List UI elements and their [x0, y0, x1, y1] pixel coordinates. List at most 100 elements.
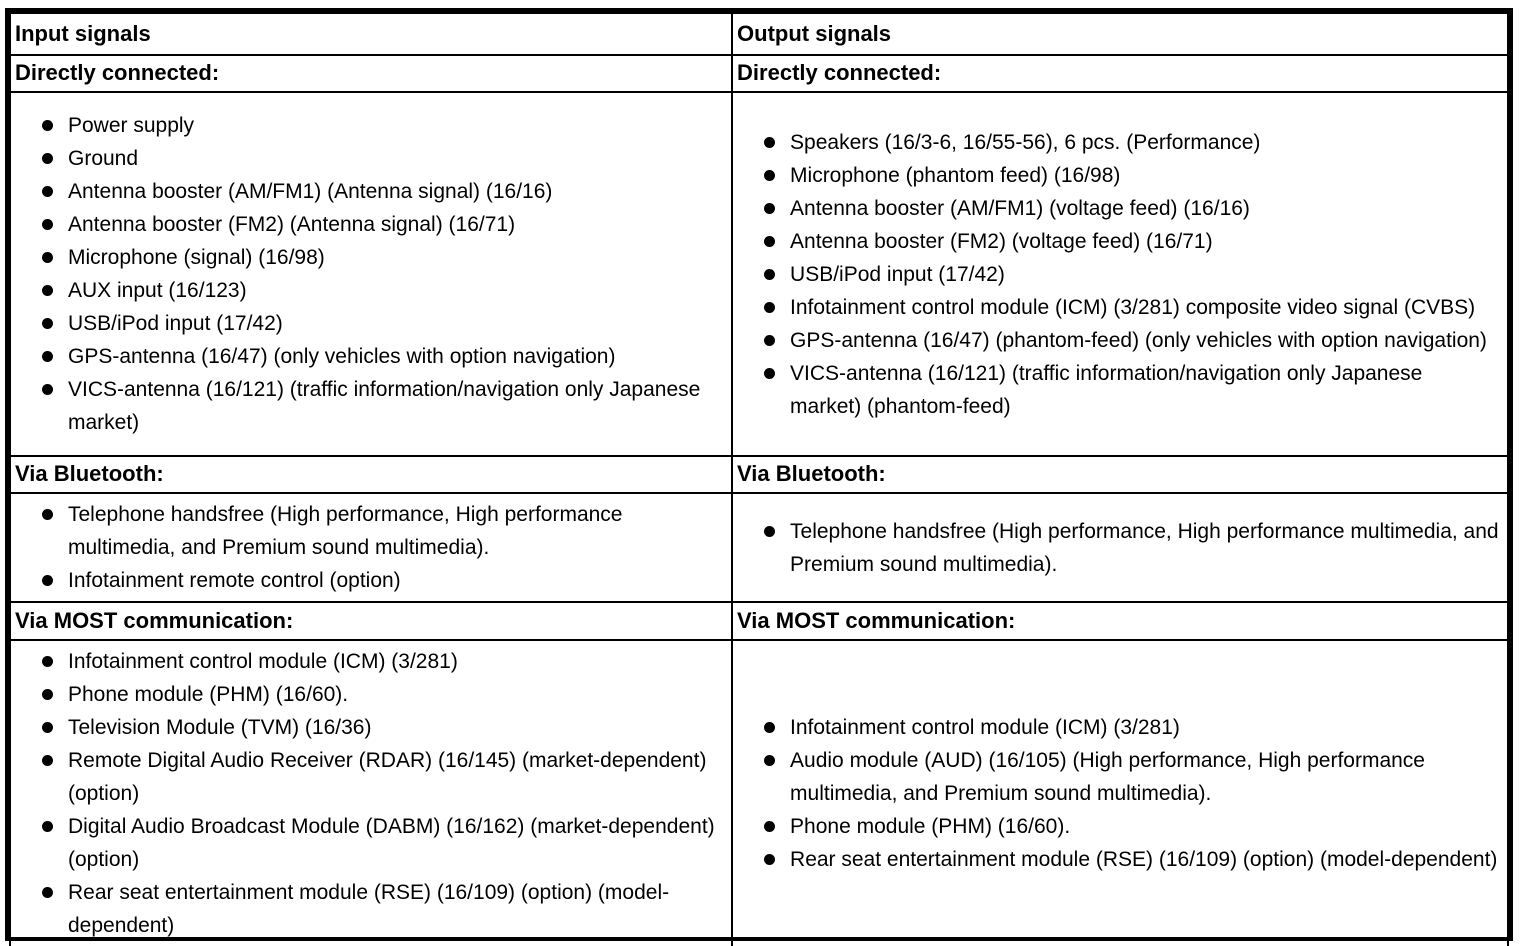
- list-item: Infotainment remote control (option): [12, 564, 723, 597]
- bullet-icon: [764, 291, 790, 324]
- list-item: Rear seat entertainment module (RSE) (16…: [734, 843, 1499, 876]
- output-directly-connected-cell: Speakers (16/3-6, 16/55-56), 6 pcs. (Per…: [731, 91, 1509, 457]
- list-item: Antenna booster (FM2) (Antenna signal) (…: [12, 208, 723, 241]
- bullet-icon: [764, 192, 790, 225]
- output-bluetooth-cell: Telephone handsfree (High performance, H…: [731, 492, 1509, 603]
- bullet-icon: [764, 810, 790, 843]
- list-item-text: Microphone (phantom feed) (16/98): [790, 163, 1121, 187]
- list-item: AUX input (16/123): [12, 274, 723, 307]
- bullet-icon: [42, 744, 68, 777]
- directly-connected-items-row: Power supply Ground Antenna booster (AM/FM…: [8, 91, 1509, 457]
- list-item: VICS-antenna (16/121) (traffic informati…: [12, 373, 723, 439]
- input-most-list: Infotainment control module (ICM) (3/281…: [12, 645, 723, 942]
- list-item-text: Antenna booster (AM/FM1) (Antenna signal…: [68, 180, 553, 203]
- bullet-icon: [764, 711, 790, 744]
- input-directly-connected-cell: Power supply Ground Antenna booster (AM/FM…: [8, 91, 734, 457]
- bullet-icon: [764, 225, 790, 258]
- list-item-text: Audio module (AUD) (16/105) (High perfor…: [790, 749, 1425, 805]
- list-item: Phone module (PHM) (16/60).: [12, 678, 723, 711]
- input-bluetooth-cell: Telephone handsfree (High performance, H…: [8, 492, 734, 603]
- bullet-icon: [764, 357, 790, 390]
- list-item: Remote Digital Audio Receiver (RDAR) (16…: [12, 744, 723, 810]
- list-item: Power supply: [12, 109, 723, 142]
- list-item-text: Rear seat entertainment module (RSE) (16…: [790, 848, 1498, 871]
- bullet-icon: [764, 159, 790, 192]
- list-item: GPS-antenna (16/47) (phantom-feed) (only…: [734, 324, 1499, 357]
- list-item: Antenna booster (FM2) (voltage feed) (16…: [734, 225, 1499, 258]
- bullet-icon: [42, 175, 68, 208]
- list-item-text: Antenna booster (FM2) (voltage feed) (16…: [790, 229, 1213, 253]
- input-bluetooth-label: Via Bluetooth:: [8, 455, 734, 494]
- list-item-text: Digital Audio Broadcast Module (DABM) (1…: [68, 815, 715, 871]
- list-item-text: AUX input (16/123): [68, 279, 247, 302]
- output-most-list: Infotainment control module (ICM) (3/281…: [734, 711, 1499, 876]
- bullet-icon: [42, 498, 68, 531]
- output-bluetooth-list: Telephone handsfree (High performance, H…: [734, 515, 1499, 581]
- list-item: Antenna booster (AM/FM1) (Antenna signal…: [12, 175, 723, 208]
- header-row: Input signals Output signals: [8, 12, 1509, 56]
- list-item: Infotainment control module (ICM) (3/281…: [12, 645, 723, 678]
- list-item-text: Microphone (signal) (16/98): [68, 246, 325, 269]
- bullet-icon: [764, 515, 790, 548]
- bullet-icon: [42, 810, 68, 843]
- bullet-icon: [42, 373, 68, 406]
- list-item: Digital Audio Broadcast Module (DABM) (1…: [12, 810, 723, 876]
- list-item: VICS-antenna (16/121) (traffic informati…: [734, 357, 1499, 423]
- input-most-label: Via MOST communication:: [8, 601, 734, 641]
- list-item-text: Television Module (TVM) (16/36): [68, 716, 372, 739]
- bullet-icon: [42, 711, 68, 744]
- list-item-text: Power supply: [68, 114, 195, 137]
- bullet-icon: [764, 126, 790, 159]
- bullet-icon: [42, 208, 68, 241]
- list-item-text: GPS-antenna (16/47) (only vehicles with …: [68, 345, 616, 368]
- list-item-text: USB/iPod input (17/42): [68, 312, 283, 335]
- list-item: Television Module (TVM) (16/36): [12, 711, 723, 744]
- bullet-icon: [42, 307, 68, 340]
- output-most-label: Via MOST communication:: [731, 601, 1509, 641]
- list-item-text: USB/iPod input (17/42): [790, 262, 1005, 286]
- list-item-text: Phone module (PHM) (16/60).: [68, 683, 349, 706]
- list-item: Microphone (phantom feed) (16/98): [734, 159, 1499, 192]
- list-item: USB/iPod input (17/42): [734, 258, 1499, 291]
- list-item: Infotainment control module (ICM) (3/281…: [734, 711, 1499, 744]
- list-item: GPS-antenna (16/47) (only vehicles with …: [12, 340, 723, 373]
- output-bluetooth-label: Via Bluetooth:: [731, 455, 1509, 494]
- list-item-text: VICS-antenna (16/121) (traffic informati…: [68, 378, 701, 434]
- bullet-icon: [42, 678, 68, 711]
- list-item-text: GPS-antenna (16/47) (phantom-feed) (only…: [790, 328, 1487, 352]
- list-item-text: Infotainment control module (ICM) (3/281…: [790, 716, 1180, 739]
- bullet-icon: [42, 241, 68, 274]
- list-item: USB/iPod input (17/42): [12, 307, 723, 340]
- most-items-row: Infotainment control module (ICM) (3/281…: [8, 639, 1509, 946]
- list-item: Speakers (16/3-6, 16/55-56), 6 pcs. (Per…: [734, 126, 1499, 159]
- list-item-text: Telephone handsfree (High performance, H…: [68, 503, 623, 559]
- most-label-row: Via MOST communication: Via MOST communi…: [8, 601, 1509, 641]
- bluetooth-label-row: Via Bluetooth: Via Bluetooth:: [8, 455, 1509, 494]
- list-item-text: Remote Digital Audio Receiver (RDAR) (16…: [68, 749, 707, 805]
- input-directly-connected-list: Power supply Ground Antenna booster (AM/FM…: [12, 109, 723, 439]
- list-item-text: Rear seat entertainment module (RSE) (16…: [68, 881, 670, 937]
- input-bluetooth-list: Telephone handsfree (High performance, H…: [12, 498, 723, 597]
- input-most-cell: Infotainment control module (ICM) (3/281…: [8, 639, 734, 946]
- list-item-text: VICS-antenna (16/121) (traffic informati…: [790, 361, 1423, 418]
- directly-connected-label-row: Directly connected: Directly connected:: [8, 54, 1509, 93]
- list-item-text: Infotainment remote control (option): [68, 569, 401, 592]
- bullet-icon: [42, 274, 68, 307]
- bullet-icon: [42, 645, 68, 678]
- list-item-text: Phone module (PHM) (16/60).: [790, 815, 1071, 838]
- list-item: Antenna booster (AM/FM1) (voltage feed) …: [734, 192, 1499, 225]
- list-item: Rear seat entertainment module (RSE) (16…: [12, 876, 723, 942]
- list-item-text: Ground: [68, 147, 139, 170]
- bullet-icon: [764, 744, 790, 777]
- output-directly-connected-label: Directly connected:: [731, 54, 1509, 93]
- input-directly-connected-label: Directly connected:: [8, 54, 734, 93]
- list-item: Microphone (signal) (16/98): [12, 241, 723, 274]
- list-item-text: Antenna booster (FM2) (Antenna signal) (…: [68, 213, 516, 236]
- bullet-icon: [764, 843, 790, 876]
- output-signals-header: Output signals: [731, 12, 1509, 56]
- input-signals-header: Input signals: [8, 12, 734, 56]
- list-item: Phone module (PHM) (16/60).: [734, 810, 1499, 843]
- bluetooth-items-row: Telephone handsfree (High performance, H…: [8, 492, 1509, 603]
- list-item: Infotainment control module (ICM) (3/281…: [734, 291, 1499, 324]
- list-item: Telephone handsfree (High performance, H…: [734, 515, 1499, 581]
